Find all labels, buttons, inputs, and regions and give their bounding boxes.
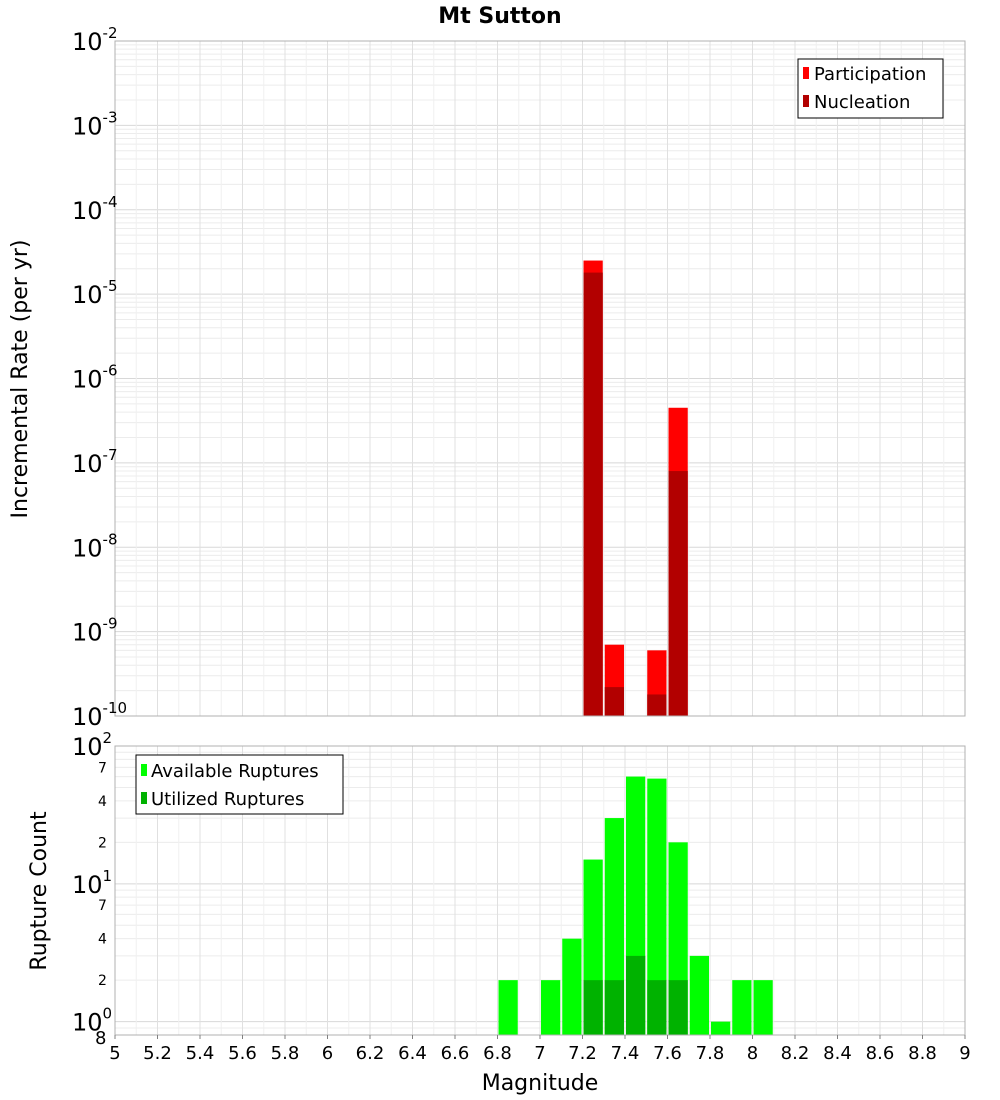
legend-swatch (141, 764, 147, 776)
bottom-legend: Available Ruptures Utilized Ruptures (135, 754, 344, 815)
y-tick-label: 10-9 (72, 615, 118, 647)
bar-nucleation-0 (583, 272, 603, 716)
y-minor-tick-label: 7 (98, 760, 107, 776)
bar-utilized-ruptures-0 (583, 980, 603, 1035)
y-minor-tick-label: 4 (98, 794, 107, 810)
bar-available-ruptures-0 (498, 980, 518, 1035)
legend-label: Nucleation (814, 92, 910, 113)
top-bars (583, 260, 688, 716)
y-tick-label: 100 (72, 1005, 112, 1037)
y-tick-label: 10-5 (72, 277, 118, 309)
x-tick-label: 6.6 (441, 1043, 470, 1064)
bar-available-ruptures-1 (541, 980, 561, 1035)
x-tick-label: 9 (959, 1043, 970, 1064)
bar-nucleation-3 (668, 471, 688, 716)
bottom-bars (498, 776, 773, 1035)
legend-swatch (803, 95, 809, 107)
top-grid (114, 41, 966, 717)
y-tick-label: 10-8 (72, 530, 118, 562)
y-minor-tick-label: 4 (98, 932, 107, 948)
chart-title: Mt Sutton (438, 4, 561, 29)
y-minor-tick-label: 2 (98, 973, 107, 989)
x-tick-label: 7.4 (611, 1043, 640, 1064)
legend-box (797, 58, 944, 119)
bar-available-ruptures-11 (753, 980, 773, 1035)
x-tick-label: 5.8 (271, 1043, 300, 1064)
x-tick-label: 7.6 (653, 1043, 682, 1064)
y-minor-tick-label: 2 (98, 835, 107, 851)
top-y-ticks: 10-2 10-3 10-4 10-5 10-6 10-7 10-8 10-9 10-10 (72, 24, 127, 731)
bar-available-ruptures-8 (689, 955, 709, 1035)
bottom-y-axis-title: Rupture Count (27, 811, 52, 971)
y-tick-label: 10-6 (72, 362, 118, 394)
x-tick-label: 6.2 (356, 1043, 385, 1064)
x-tick-label: 8.8 (908, 1043, 937, 1064)
x-tick-label: 7.2 (568, 1043, 597, 1064)
y-tick-label: 10-2 (72, 24, 118, 56)
x-tick-label: 8 (747, 1043, 758, 1064)
y-tick-label: 10-7 (72, 446, 118, 478)
bar-utilized-ruptures-1 (604, 980, 624, 1035)
x-tick-label: 8.2 (781, 1043, 810, 1064)
y-minor-tick-label: 8 (95, 1028, 106, 1049)
y-tick-label: 102 (72, 729, 112, 761)
x-tick-label: 5.4 (186, 1043, 215, 1064)
top-panel: 10-2 10-3 10-4 10-5 10-6 10-7 10-8 10-9 10-10 In… (8, 24, 966, 731)
x-tick-label: 6 (322, 1043, 333, 1064)
bar-available-ruptures-2 (562, 938, 582, 1035)
bottom-panel: 102 101 100 7 4 2 7 4 2 8 5 5.2 5.4 5.6 5.8 6 6.2 6.4 6.6… (27, 729, 971, 1096)
legend-label: Participation (814, 64, 926, 85)
x-tick-label: 5 (109, 1043, 120, 1064)
x-axis-title: Magnitude (482, 1071, 599, 1096)
legend-label: Available Ruptures (151, 761, 319, 782)
bar-utilized-ruptures-2 (626, 955, 646, 1035)
bar-utilized-ruptures-3 (647, 980, 667, 1035)
x-tick-label: 6.4 (398, 1043, 427, 1064)
y-tick-label: 10-4 (72, 193, 118, 225)
bar-nucleation-1 (604, 687, 624, 716)
x-tick-label: 5.2 (143, 1043, 172, 1064)
top-plot-frame (114, 40, 966, 717)
bar-available-ruptures-10 (732, 980, 752, 1035)
legend-label: Utilized Ruptures (151, 789, 304, 810)
x-tick-label: 7 (534, 1043, 545, 1064)
legend-swatch (803, 67, 809, 79)
bar-available-ruptures-9 (711, 1021, 731, 1035)
x-tick-label: 8.4 (823, 1043, 852, 1064)
x-tick-label: 6.8 (483, 1043, 512, 1064)
top-legend: Participation Nucleation (797, 58, 944, 119)
y-tick-label: 101 (72, 867, 112, 899)
legend-box (135, 754, 344, 815)
legend-swatch (141, 792, 147, 804)
bottom-x-ticks: 5 5.2 5.4 5.6 5.8 6 6.2 6.4 6.6 6.8 7 7.2 7.4 7.6 7.8 8… (109, 1035, 971, 1064)
x-tick-label: 7.8 (696, 1043, 725, 1064)
x-tick-label: 5.6 (228, 1043, 257, 1064)
y-tick-label: 10-3 (72, 108, 118, 140)
bottom-y-ticks: 102 101 100 7 4 2 7 4 2 8 (72, 729, 112, 1049)
bar-nucleation-2 (647, 694, 667, 716)
bar-available-ruptures-6 (647, 778, 667, 1035)
y-tick-label: 10-10 (72, 699, 127, 731)
x-tick-label: 8.6 (866, 1043, 895, 1064)
bar-utilized-ruptures-4 (668, 980, 688, 1035)
top-y-axis-title: Incremental Rate (per yr) (8, 240, 33, 519)
y-minor-tick-label: 7 (98, 898, 107, 914)
